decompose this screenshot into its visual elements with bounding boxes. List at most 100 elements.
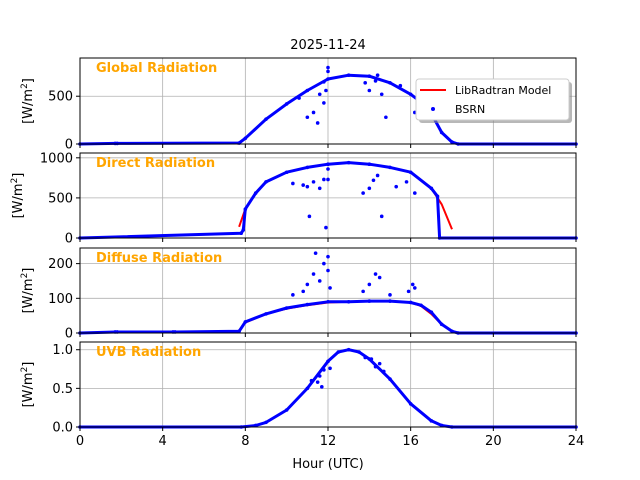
xtick-label: 20 bbox=[485, 434, 502, 449]
global-radiation-bsrn-point bbox=[326, 77, 330, 81]
diffuse-radiation-bsrn-point bbox=[439, 322, 444, 327]
xtick-label: 12 bbox=[320, 434, 337, 449]
uvb-radiation-ylabel: [W/m2] bbox=[20, 362, 36, 408]
global-radiation-ytick-label: 0 bbox=[65, 138, 73, 153]
direct-radiation-bsrn-point bbox=[291, 181, 295, 186]
diffuse-radiation-bsrn-point bbox=[429, 310, 434, 314]
diffuse-radiation-bsrn-point bbox=[377, 275, 382, 280]
uvb-radiation-bsrn-point bbox=[264, 420, 268, 425]
uvb-radiation-ytick-label: 1.0 bbox=[52, 343, 73, 358]
direct-radiation-bsrn-point bbox=[408, 170, 413, 175]
uvb-radiation-bsrn-point bbox=[328, 366, 332, 371]
diffuse-radiation-bsrn-point bbox=[419, 303, 423, 308]
global-radiation-bsrn-point bbox=[305, 88, 310, 93]
diffuse-radiation-bsrn-point bbox=[305, 302, 310, 307]
diffuse-radiation-bsrn-point bbox=[243, 320, 248, 324]
xtick-label: 4 bbox=[159, 434, 167, 449]
global-radiation-bsrn-point bbox=[367, 74, 372, 78]
diffuse-radiation-bsrn-point bbox=[408, 300, 413, 305]
xtick-label: 8 bbox=[241, 434, 249, 449]
global-radiation-bsrn-point bbox=[439, 130, 444, 135]
legend-bsrn-label: BSRN bbox=[455, 103, 485, 116]
diffuse-radiation-bsrn-point bbox=[410, 282, 415, 287]
direct-radiation-title: Direct Radiation bbox=[96, 156, 215, 171]
uvb-radiation-panel: 0.0 0.5 1.0 0 4 8 12 16 20 24 UVB Radiation [W/m2] bbox=[20, 341, 584, 449]
uvb-radiation-bsrn-point bbox=[373, 364, 378, 369]
uvb-radiation-bsrn-point bbox=[388, 377, 392, 381]
diffuse-radiation-bsrn-point bbox=[311, 272, 316, 276]
global-radiation-title: Global Radiation bbox=[96, 61, 217, 76]
diffuse-radiation-bsrn-point bbox=[326, 254, 330, 259]
global-radiation-bsrn-point bbox=[363, 81, 368, 85]
direct-radiation-bsrn-point bbox=[361, 191, 365, 195]
diffuse-radiation-bsrn-point bbox=[367, 282, 372, 287]
diffuse-radiation-model-line bbox=[236, 300, 459, 334]
diffuse-radiation-bsrn-point bbox=[322, 261, 326, 266]
global-radiation-bsrn-point bbox=[367, 88, 372, 93]
uvb-radiation-bsrn-point bbox=[305, 386, 310, 391]
uvb-radiation-bsrn-point bbox=[377, 361, 382, 366]
global-radiation-bsrn-point bbox=[115, 141, 119, 146]
uvb-radiation-bsrn-point bbox=[346, 347, 351, 352]
direct-radiation-bsrn-point bbox=[317, 186, 322, 191]
diffuse-radiation-bsrn-point bbox=[291, 293, 295, 297]
global-radiation-bsrn-point bbox=[311, 110, 316, 115]
uvb-radiation-bsrn-point bbox=[439, 423, 444, 428]
diffuse-radiation-bsrn-point bbox=[388, 293, 392, 297]
global-radiation-ytick-label: 500 bbox=[48, 90, 73, 105]
uvb-radiation-bsrn-point bbox=[382, 369, 386, 374]
direct-radiation-bsrn-point bbox=[346, 160, 351, 165]
direct-radiation-bsrn-point bbox=[241, 228, 246, 232]
global-radiation-bsrn-point bbox=[398, 83, 403, 88]
direct-radiation-bsrn-point bbox=[239, 231, 243, 235]
uvb-radiation-bsrn-point bbox=[429, 419, 434, 423]
diffuse-radiation-panel: 0 100 200 Diffuse Radiation [W/m2] bbox=[20, 247, 578, 342]
figure-title: 2025-11-24 bbox=[290, 38, 366, 53]
direct-radiation-bsrn-point bbox=[326, 177, 330, 182]
panels-group: 0 500 Global Radiation [W/m2] LibRadtran Mod… bbox=[10, 57, 584, 449]
global-radiation-bsrn-point bbox=[375, 73, 380, 77]
global-radiation-bsrn-point bbox=[384, 115, 388, 120]
direct-radiation-bsrn-point bbox=[326, 167, 330, 171]
diffuse-radiation-ytick-label: 0 bbox=[65, 327, 73, 342]
diffuse-radiation-bsrn-point bbox=[237, 329, 241, 334]
xtick-label: 0 bbox=[76, 434, 84, 449]
direct-radiation-bsrn-point bbox=[253, 191, 258, 195]
direct-radiation-bsrn-point bbox=[429, 186, 434, 191]
diffuse-radiation-bsrn-point bbox=[388, 299, 392, 303]
uvb-radiation-bsrn-point bbox=[326, 359, 330, 364]
global-radiation-bsrn-point bbox=[305, 115, 310, 120]
diffuse-radiation-ytick-label: 200 bbox=[48, 257, 73, 272]
uvb-radiation-bsrn-point bbox=[357, 350, 361, 354]
global-radiation-bsrn-point bbox=[322, 101, 326, 105]
xtick-label: 16 bbox=[402, 434, 419, 449]
uvb-radiation-bsrn-point bbox=[336, 350, 341, 354]
global-radiation-bsrn-point bbox=[315, 121, 320, 125]
direct-radiation-bsrn-point bbox=[413, 191, 417, 195]
diffuse-radiation-bsrn-point bbox=[305, 282, 310, 287]
uvb-radiation-bsrn-point bbox=[317, 374, 322, 378]
direct-radiation-bsrn-point bbox=[367, 186, 372, 191]
uvb-radiation-title: UVB Radiation bbox=[96, 345, 201, 360]
global-radiation-bsrn-point bbox=[284, 102, 289, 106]
direct-radiation-bsrn-point bbox=[264, 180, 268, 184]
uvb-radiation-bsrn-point bbox=[369, 357, 374, 361]
direct-radiation-ytick-label: 500 bbox=[48, 191, 73, 206]
diffuse-radiation-bsrn-point bbox=[367, 299, 372, 303]
uvb-radiation-bsrn-point bbox=[363, 355, 368, 360]
diffuse-radiation-bsrn-point bbox=[406, 289, 411, 294]
uvb-radiation-bsrn-point bbox=[408, 402, 413, 406]
global-radiation-bsrn-point bbox=[388, 81, 392, 85]
diffuse-radiation-bsrn-point bbox=[450, 329, 454, 334]
direct-radiation-bsrn-point bbox=[322, 177, 326, 182]
direct-radiation-bsrn-point bbox=[367, 162, 372, 167]
global-radiation-bsrn-point bbox=[326, 65, 330, 70]
diffuse-radiation-bsrn-point bbox=[361, 289, 365, 294]
global-radiation-bsrn-point bbox=[346, 73, 351, 77]
legend-model-label: LibRadtran Model bbox=[455, 84, 551, 97]
uvb-radiation-ytick-label: 0.5 bbox=[52, 382, 73, 397]
direct-radiation-bsrn-point bbox=[404, 180, 409, 184]
direct-radiation-bsrn-point bbox=[435, 194, 440, 199]
global-radiation-bsrn-point bbox=[317, 92, 322, 97]
uvb-radiation-bsrn-point bbox=[253, 423, 258, 428]
